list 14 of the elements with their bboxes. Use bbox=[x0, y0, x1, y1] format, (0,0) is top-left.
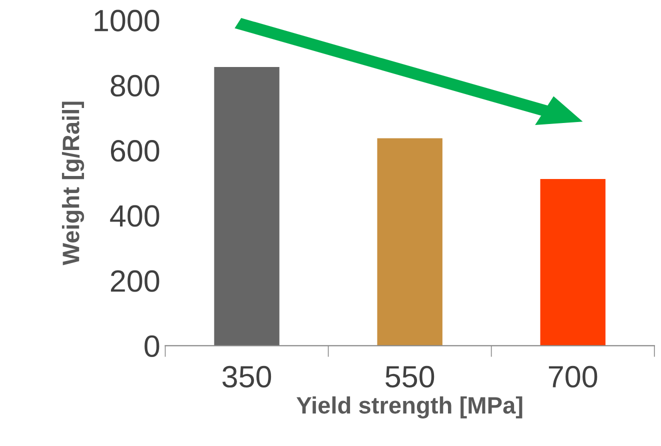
y-tick-label: 0 bbox=[144, 335, 160, 358]
y-tick-label: 800 bbox=[110, 74, 160, 97]
bar bbox=[540, 178, 606, 346]
y-tick-label: 1000 bbox=[94, 10, 160, 32]
x-tick-label: 350 bbox=[222, 366, 272, 388]
x-tick-label: 700 bbox=[548, 366, 598, 388]
x-axis-title: Yield strength [MPa] bbox=[296, 396, 522, 418]
bar bbox=[214, 66, 280, 346]
x-tick-label: 550 bbox=[386, 366, 434, 388]
bar bbox=[377, 138, 442, 346]
y-tick-label: 600 bbox=[110, 140, 160, 162]
y-tick-label: 200 bbox=[110, 270, 160, 292]
y-tick-label: 400 bbox=[110, 205, 160, 227]
y-axis-title: Weight [g/Rail] bbox=[62, 102, 84, 266]
